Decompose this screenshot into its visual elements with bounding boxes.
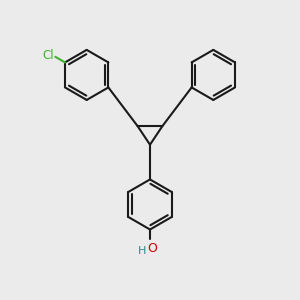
Text: H: H xyxy=(138,246,146,256)
Text: Cl: Cl xyxy=(42,49,54,62)
Text: O: O xyxy=(147,242,157,255)
